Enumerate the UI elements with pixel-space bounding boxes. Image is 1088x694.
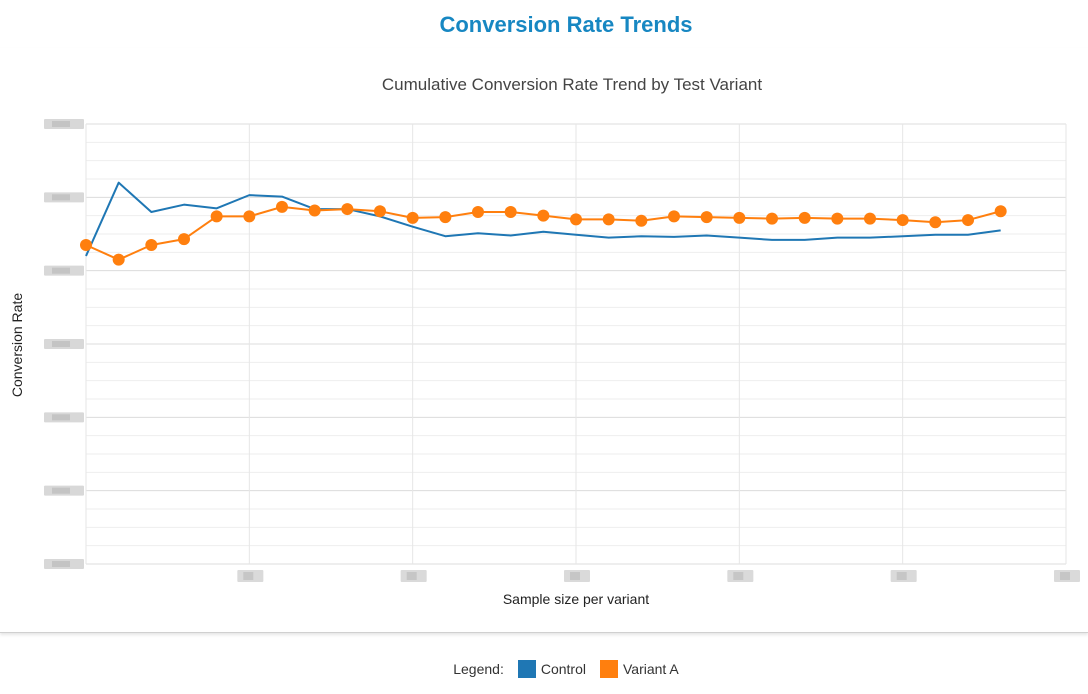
data-point[interactable]: [929, 216, 942, 229]
y-tick-label: [44, 119, 84, 129]
line-chart: Cumulative Conversion Rate Trend by Test…: [9, 75, 1080, 607]
legend-item-label: Variant A: [622, 661, 679, 677]
y-tick-label: [44, 192, 84, 203]
legend-swatch-variant-a: [599, 660, 618, 678]
data-point[interactable]: [504, 206, 517, 218]
data-point[interactable]: [439, 211, 452, 224]
data-point[interactable]: [178, 233, 190, 246]
legend-swatch-control: [517, 660, 536, 678]
data-point[interactable]: [537, 209, 550, 222]
data-point[interactable]: [896, 214, 909, 227]
data-point[interactable]: [243, 210, 256, 223]
data-point[interactable]: [374, 205, 386, 218]
data-point[interactable]: [276, 200, 288, 213]
data-point[interactable]: [733, 211, 746, 224]
data-point[interactable]: [864, 212, 876, 225]
chart-panel: Cumulative Conversion Rate Trend by Test…: [0, 48, 1088, 633]
y-tick-label: [44, 339, 84, 349]
series-line: [85, 181, 1001, 257]
data-point[interactable]: [341, 203, 354, 216]
data-point[interactable]: [798, 211, 811, 224]
legend-label: Legend:: [453, 661, 504, 677]
x-tick-label: [564, 570, 590, 582]
data-point[interactable]: [766, 212, 778, 225]
data-point[interactable]: [80, 239, 92, 251]
data-point[interactable]: [700, 211, 713, 224]
data-point[interactable]: [472, 206, 484, 218]
grid-lines: [85, 123, 1067, 565]
legend: Legend: Control Variant A: [0, 660, 1088, 678]
x-tick-label: [890, 570, 917, 582]
y-axis-label: Conversion Rate: [9, 293, 25, 397]
data-point[interactable]: [831, 212, 844, 225]
page-title: Conversion Rate Trends: [439, 12, 693, 37]
data-point[interactable]: [210, 210, 223, 223]
y-tick-label: [44, 265, 84, 276]
series-control: [85, 181, 1001, 257]
legend-item-label: Control: [540, 661, 586, 677]
y-tick-label: [44, 412, 84, 423]
data-point[interactable]: [962, 214, 974, 227]
chart-title: Cumulative Conversion Rate Trend by Test…: [382, 75, 762, 94]
data-point[interactable]: [112, 253, 125, 266]
x-axis-ticks: [237, 570, 1080, 582]
x-tick-label: [400, 570, 427, 582]
data-point[interactable]: [994, 205, 1007, 218]
x-tick-label: [727, 570, 754, 582]
series-variant-a: [80, 200, 1007, 266]
data-point[interactable]: [406, 211, 419, 224]
data-point[interactable]: [668, 210, 680, 223]
series-layer: [80, 181, 1007, 266]
x-tick-label: [237, 570, 264, 582]
data-point[interactable]: [308, 204, 321, 217]
data-point[interactable]: [635, 214, 648, 227]
y-axis-ticks: [44, 119, 84, 569]
y-tick-label: [44, 485, 84, 496]
data-point[interactable]: [602, 213, 615, 226]
legend-item-control[interactable]: Control: [517, 660, 586, 678]
y-tick-label: [44, 559, 84, 569]
x-axis-label: Sample size per variant: [503, 591, 649, 607]
data-point[interactable]: [570, 213, 582, 226]
legend-item-variant-a[interactable]: Variant A: [599, 660, 679, 678]
x-tick-label: [1054, 570, 1080, 582]
data-point[interactable]: [145, 239, 158, 251]
